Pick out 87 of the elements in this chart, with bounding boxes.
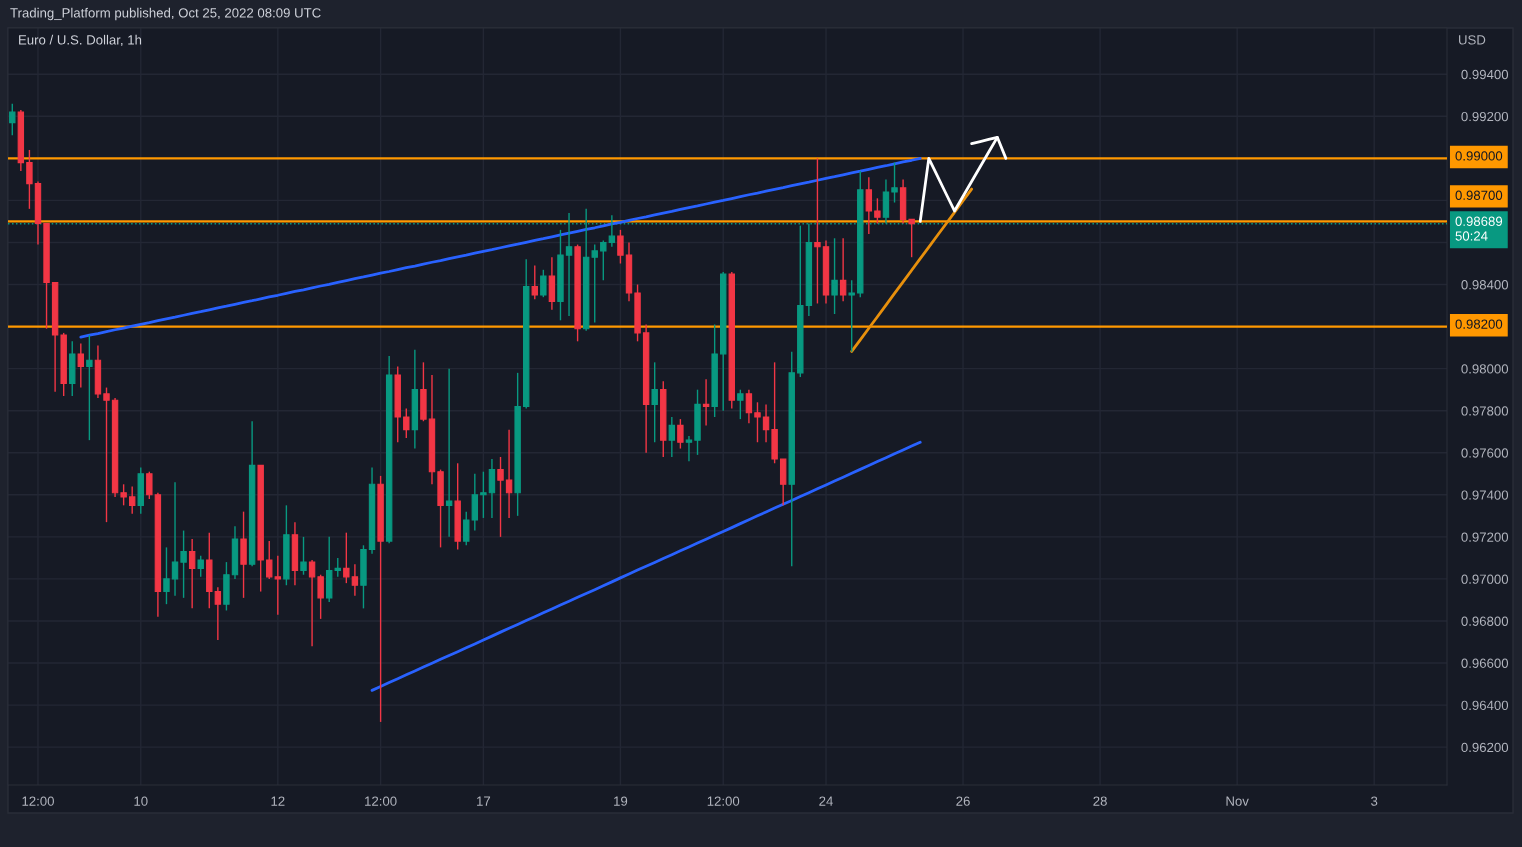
candlestick xyxy=(188,538,196,610)
candlestick xyxy=(831,237,838,315)
candlestick xyxy=(26,149,33,210)
candlestick xyxy=(146,470,153,500)
y-tick-label: 0.96600 xyxy=(1461,658,1509,668)
x-tick-label: 19 xyxy=(614,796,628,806)
line-series xyxy=(850,187,974,353)
x-tick-label: 10 xyxy=(134,796,148,806)
ref-line-label: 0.99000 xyxy=(1455,151,1503,161)
candlestick xyxy=(668,416,676,458)
y-tick-label: 0.97000 xyxy=(1461,574,1509,584)
y-tick-label: 0.96800 xyxy=(1461,616,1509,626)
candlestick xyxy=(848,279,855,353)
x-tick-label: 26 xyxy=(956,796,970,806)
y-tick-label: 0.97200 xyxy=(1461,532,1509,542)
y-tick-label: 0.97600 xyxy=(1461,448,1509,458)
y-axis-title: USD xyxy=(1459,35,1486,45)
candlestick xyxy=(600,239,607,282)
candlestick xyxy=(874,197,881,225)
y-tick-label: 0.96200 xyxy=(1461,742,1509,753)
x-tick-label: 12 xyxy=(271,796,285,806)
x-tick-label: 17 xyxy=(477,796,491,806)
chart-title: Euro / U.S. Dollar, 1h xyxy=(19,34,142,47)
candlestick xyxy=(540,269,547,298)
candlestick xyxy=(908,218,915,258)
candlestick xyxy=(343,531,350,584)
candlestick xyxy=(762,403,770,443)
x-tick-label: 28 xyxy=(1093,796,1107,806)
candlestick xyxy=(317,574,324,620)
y-tick-label: 0.98000 xyxy=(1461,364,1509,374)
ref-line-label: 0.98689 50:24 xyxy=(1455,216,1503,241)
candlestick xyxy=(737,388,744,420)
candlestick xyxy=(617,229,624,265)
x-tick-label: 12:00 xyxy=(365,796,397,806)
candlestick xyxy=(531,264,538,300)
line-series xyxy=(79,156,922,339)
x-tick-label: 12:00 xyxy=(22,796,54,806)
candlestick xyxy=(702,378,710,427)
candlestick xyxy=(745,388,753,425)
candlestick xyxy=(77,342,85,389)
candlestick xyxy=(197,555,204,578)
candlestick xyxy=(103,386,110,523)
candlestick xyxy=(308,559,316,647)
candlestick xyxy=(120,483,127,507)
candlestick xyxy=(839,237,847,303)
candlestick xyxy=(497,456,504,538)
ref-line-label: 0.98700 xyxy=(1455,190,1503,200)
y-tick-label: 0.96400 xyxy=(1461,700,1509,711)
y-tick-label: 0.99400 xyxy=(1461,69,1509,80)
y-tick-label: 0.98400 xyxy=(1461,280,1509,290)
candlestick xyxy=(891,161,898,204)
y-tick-label: 0.97800 xyxy=(1461,406,1509,416)
candlestick xyxy=(591,243,598,324)
candlestick xyxy=(403,407,410,439)
candlestick xyxy=(754,401,761,443)
candlestick xyxy=(214,586,222,641)
candlestick xyxy=(488,458,496,519)
candlestick xyxy=(685,435,693,462)
y-tick-label: 0.99200 xyxy=(1461,111,1509,122)
candlestick xyxy=(171,481,179,597)
candlestick xyxy=(86,334,93,441)
candlestick xyxy=(445,367,453,538)
x-tick-label: 24 xyxy=(819,796,833,806)
candlestick xyxy=(180,529,187,599)
candlestick xyxy=(300,536,307,576)
candlestick xyxy=(9,103,16,136)
candlestick xyxy=(865,176,873,235)
ref-line-label: 0.98200 xyxy=(1455,319,1503,329)
candlestick xyxy=(677,418,684,450)
candlestick xyxy=(505,428,513,519)
candlestick xyxy=(608,214,616,248)
candlestick xyxy=(480,470,487,519)
x-tick-label: 3 xyxy=(1371,796,1378,806)
y-tick-label: 0.97400 xyxy=(1461,490,1509,500)
text: Trading_Platform published, Oct 25, 2022 08:09 UTC xyxy=(10,7,321,21)
candlestick xyxy=(351,563,359,597)
candlestick xyxy=(463,510,470,546)
candlestick xyxy=(128,485,136,515)
candlestick xyxy=(163,546,170,605)
x-tick-label: Nov xyxy=(1226,796,1249,806)
candlestick xyxy=(266,540,273,580)
x-tick-label: 12:00 xyxy=(707,796,740,806)
candlestick xyxy=(565,212,573,317)
candlestick xyxy=(814,157,821,305)
line-series xyxy=(370,440,922,692)
candlestick xyxy=(274,555,282,616)
candlestick xyxy=(651,361,658,443)
